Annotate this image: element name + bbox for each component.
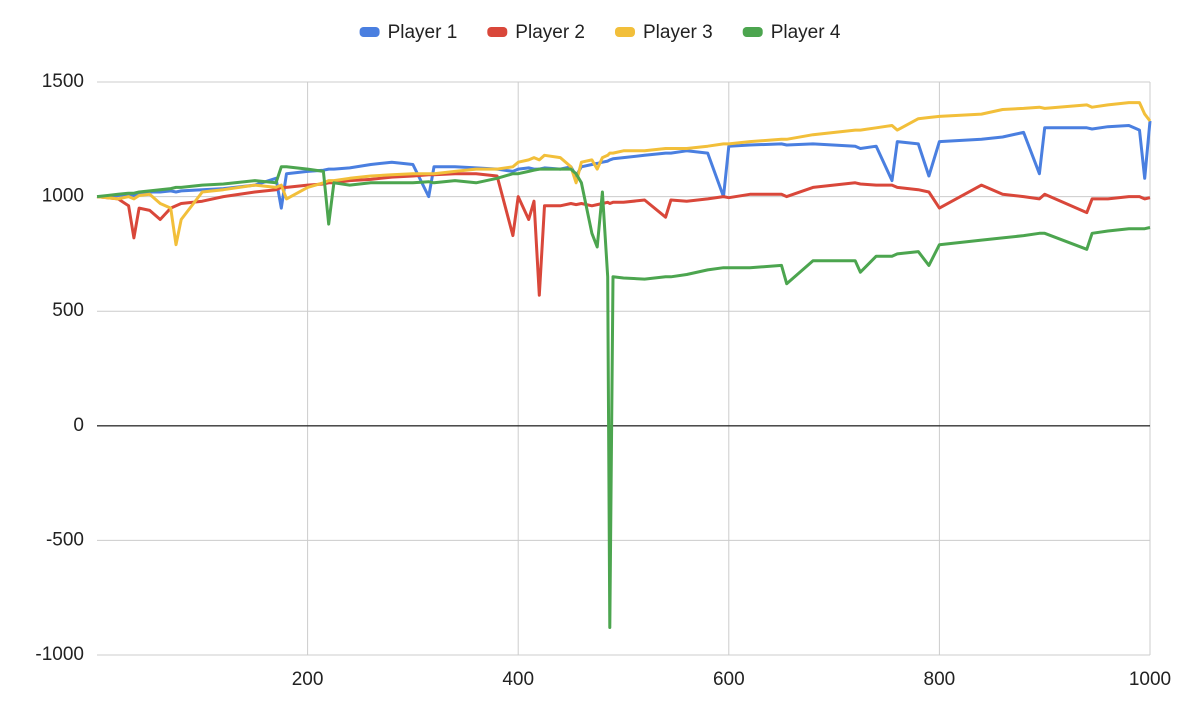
legend-swatch xyxy=(742,27,763,37)
legend-label: Player 4 xyxy=(771,22,841,43)
legend-swatch xyxy=(487,27,508,37)
legend-label: Player 1 xyxy=(388,22,458,43)
y-tick-label: 1500 xyxy=(42,71,84,92)
y-tick-label: 1000 xyxy=(42,186,84,207)
legend-label: Player 2 xyxy=(515,22,585,43)
x-tick-label: 400 xyxy=(502,669,534,690)
x-tick-label: 800 xyxy=(924,669,956,690)
series-line xyxy=(96,101,1152,247)
y-tick-label: -500 xyxy=(46,529,84,550)
legend-label: Player 3 xyxy=(643,22,713,43)
series-line xyxy=(96,165,1151,629)
series-line xyxy=(96,172,1151,297)
x-tick-label: 200 xyxy=(292,669,324,690)
legend-swatch xyxy=(615,27,635,37)
legend-swatch xyxy=(359,27,380,37)
y-tick-label: 0 xyxy=(73,415,84,436)
y-tick-label: -1000 xyxy=(35,644,84,665)
x-tick-label: 1000 xyxy=(1129,669,1171,690)
x-tick-label: 600 xyxy=(713,669,745,690)
series-line xyxy=(97,120,1152,210)
y-tick-label: 500 xyxy=(52,300,84,321)
